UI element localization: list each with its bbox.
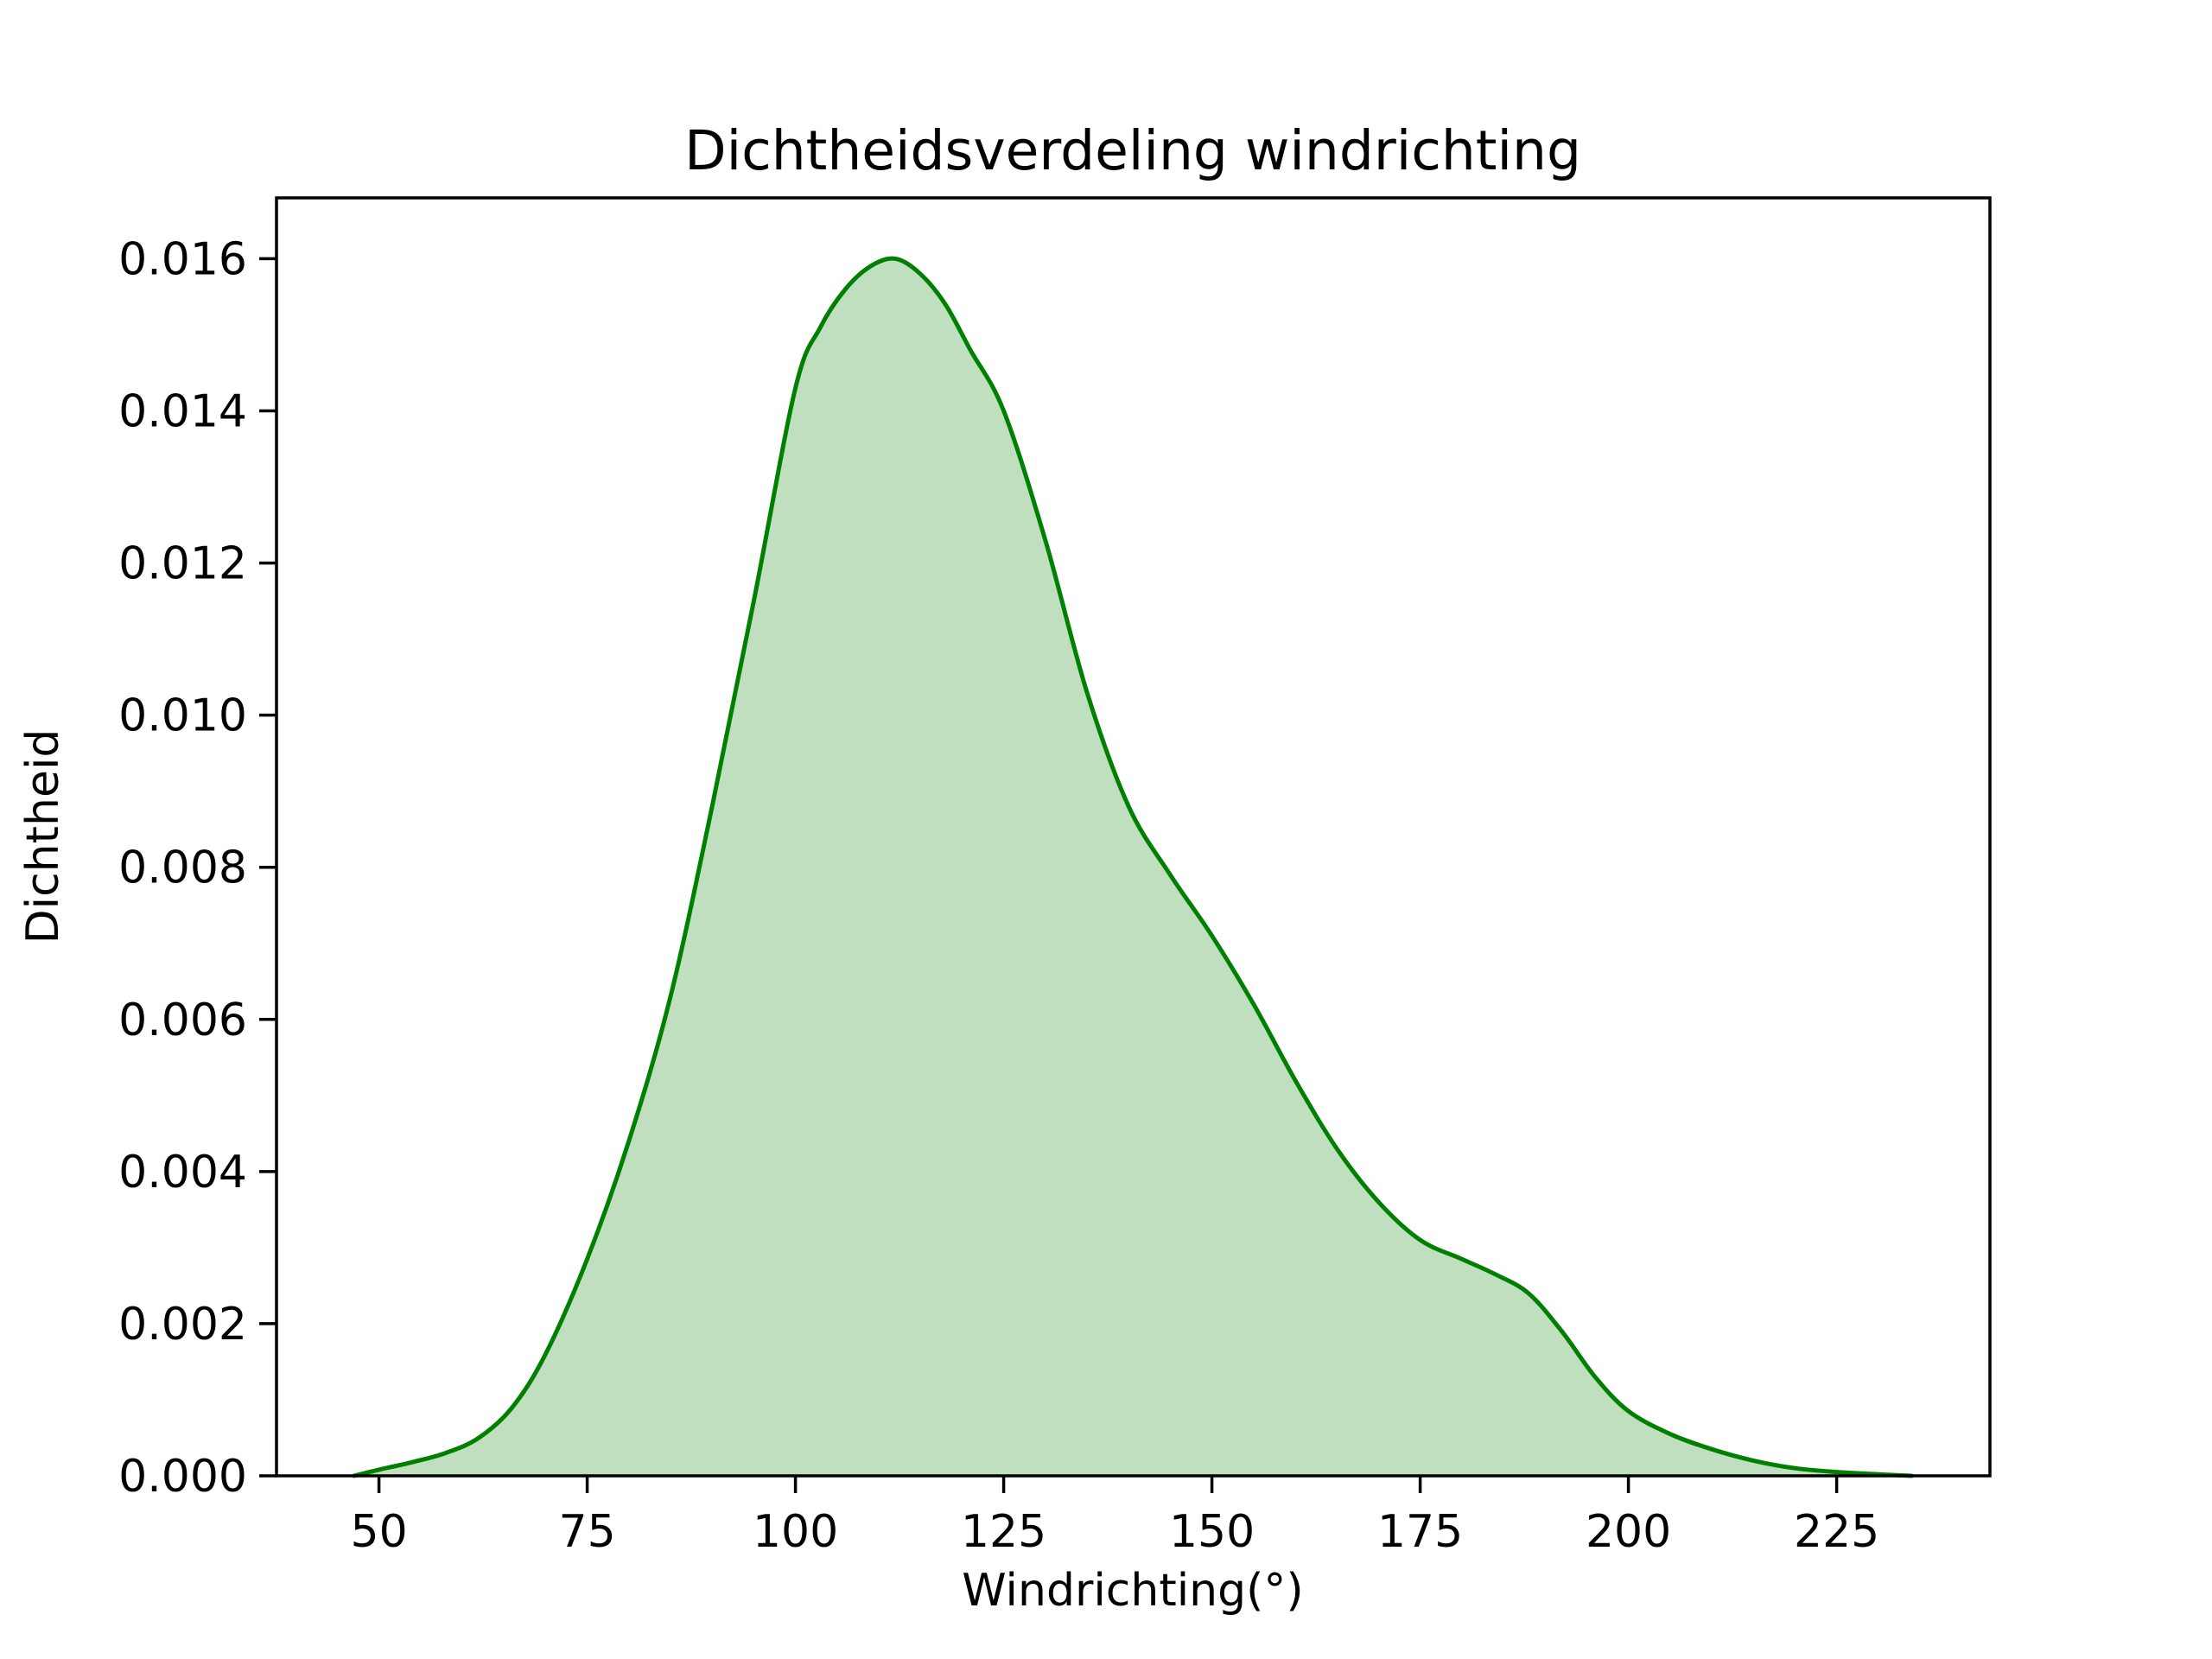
- y-tick-label: 0.002: [118, 1299, 247, 1351]
- x-tick-label: 225: [1794, 1506, 1879, 1558]
- y-axis-ticks: 0.000 0.002 0.004 0.006 0.008 0.010 0.012 0.014…: [118, 233, 276, 1503]
- x-tick-label: 150: [1169, 1506, 1255, 1558]
- x-axis-ticks: 50 75 100 125 150 175 200 225: [350, 1476, 1879, 1558]
- x-tick-label: 175: [1377, 1506, 1463, 1558]
- density-curve: [352, 256, 1914, 1478]
- x-tick-label: 125: [961, 1506, 1046, 1558]
- y-tick-label: 0.006: [118, 995, 247, 1046]
- y-tick-label: 0.000: [118, 1451, 247, 1503]
- y-tick-label: 0.008: [118, 842, 247, 894]
- plot-border: [275, 196, 1992, 1478]
- density-area: [353, 258, 1912, 1477]
- chart-title: Dichtheidsverdeling windrichting: [684, 119, 1581, 182]
- x-tick-label: 75: [558, 1506, 615, 1558]
- y-tick-label: 0.014: [118, 386, 247, 438]
- x-tick-label: 50: [350, 1506, 407, 1558]
- x-axis-label: Windrichting(°): [962, 1565, 1303, 1617]
- x-tick-label: 100: [753, 1506, 838, 1558]
- y-tick-label: 0.016: [118, 233, 247, 285]
- x-tick-label: 200: [1586, 1506, 1671, 1558]
- y-axis-label: Dichtheid: [17, 729, 69, 944]
- y-tick-label: 0.010: [118, 690, 247, 742]
- y-tick-label: 0.004: [118, 1147, 247, 1198]
- y-tick-label: 0.012: [118, 538, 247, 590]
